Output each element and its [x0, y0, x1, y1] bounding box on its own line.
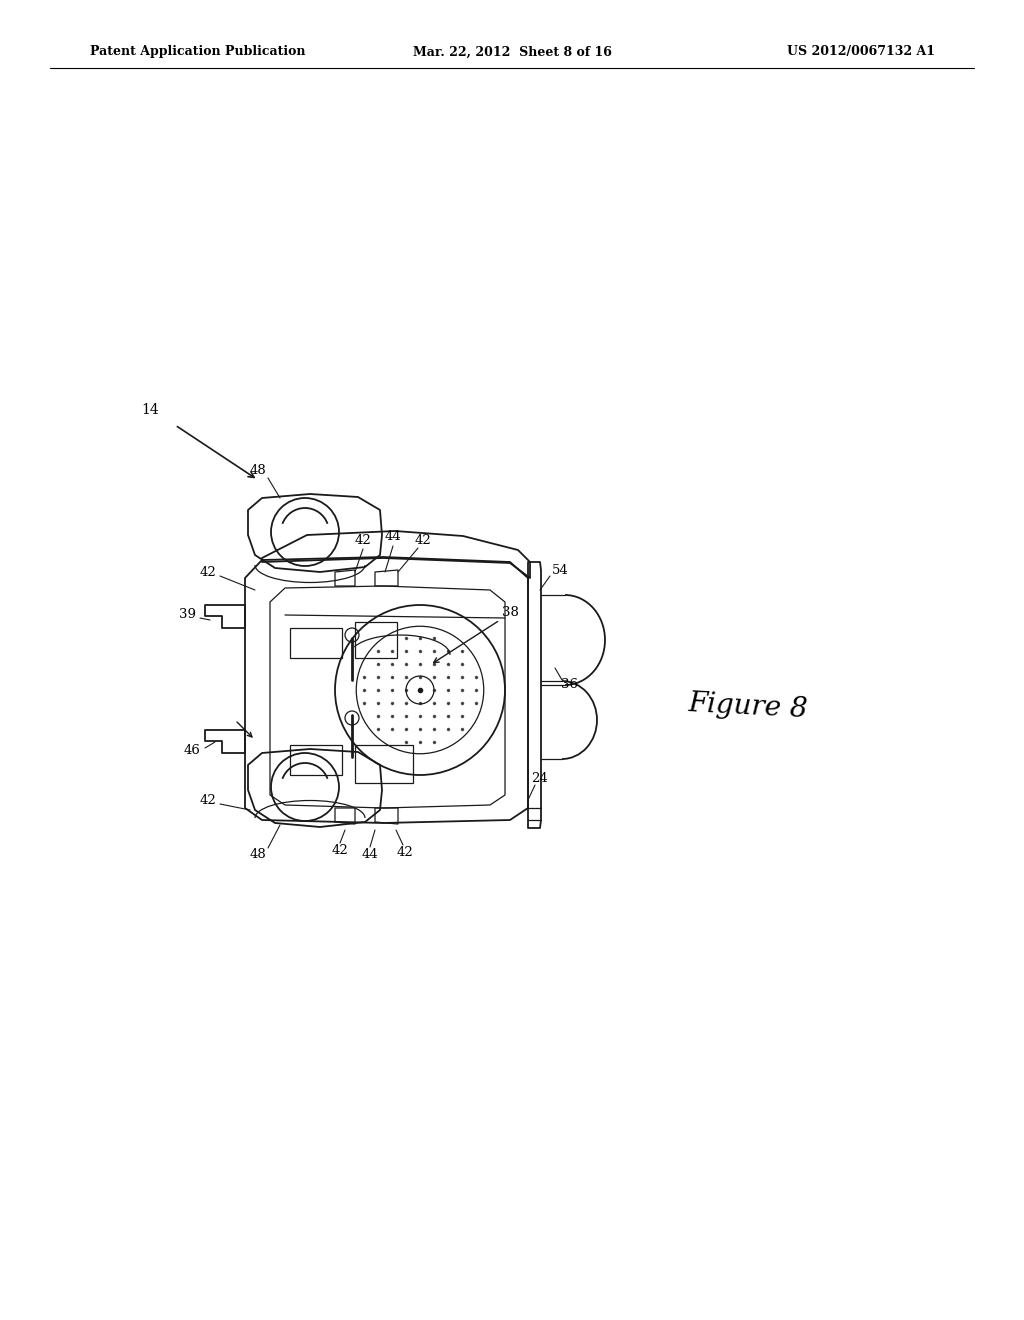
Bar: [290, 628, 342, 657]
Bar: [355, 622, 397, 657]
Bar: [290, 744, 342, 775]
Text: 48: 48: [250, 463, 266, 477]
Text: 42: 42: [415, 533, 431, 546]
Text: 42: 42: [332, 843, 348, 857]
Text: 54: 54: [552, 564, 568, 577]
Text: 36: 36: [561, 678, 579, 692]
Text: 39: 39: [179, 609, 197, 622]
Text: 42: 42: [200, 793, 216, 807]
Text: 14: 14: [141, 403, 159, 417]
Text: 48: 48: [250, 849, 266, 862]
Text: 44: 44: [361, 847, 379, 861]
Text: 44: 44: [385, 531, 401, 544]
Text: 24: 24: [531, 771, 549, 784]
Text: Mar. 22, 2012  Sheet 8 of 16: Mar. 22, 2012 Sheet 8 of 16: [413, 45, 611, 58]
Text: US 2012/0067132 A1: US 2012/0067132 A1: [787, 45, 935, 58]
Text: 42: 42: [396, 846, 414, 858]
Bar: [355, 744, 413, 783]
Text: 42: 42: [200, 565, 216, 578]
Text: Figure 8: Figure 8: [687, 689, 808, 723]
Text: 38: 38: [502, 606, 518, 619]
Text: 42: 42: [354, 533, 372, 546]
Text: Patent Application Publication: Patent Application Publication: [90, 45, 305, 58]
Text: 46: 46: [183, 743, 201, 756]
